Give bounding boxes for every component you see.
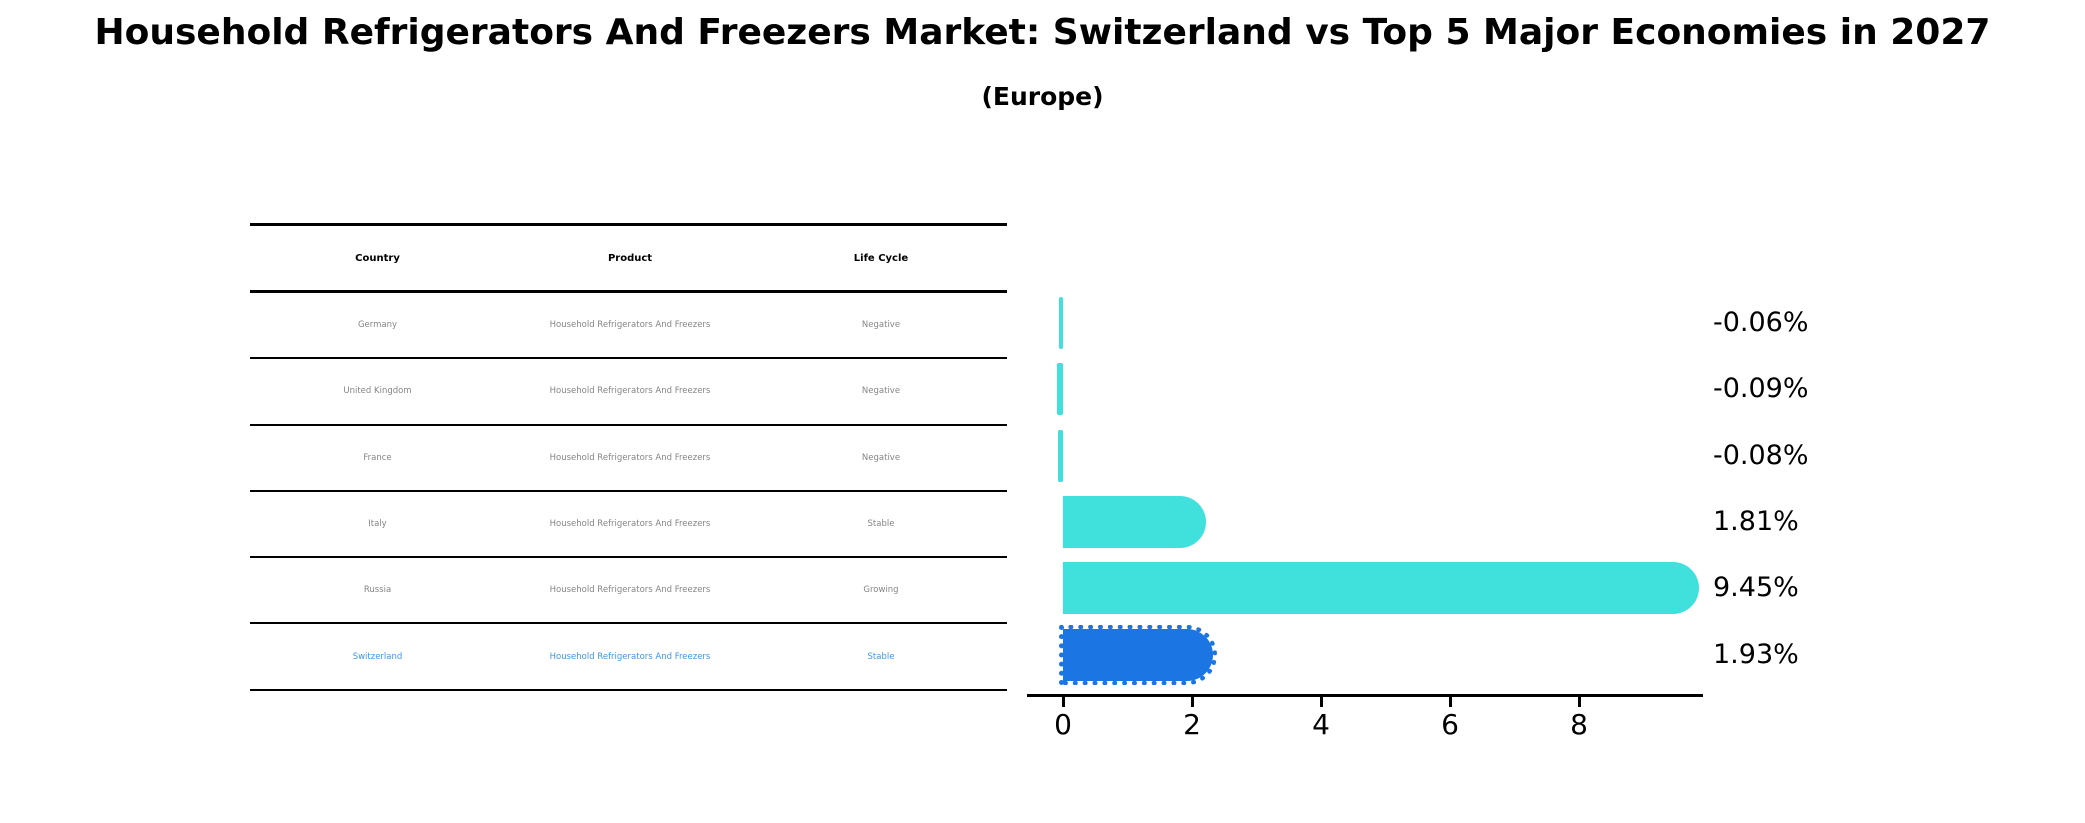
cell-product: Household Refrigerators And Freezers [549,386,711,397]
x-tick-mark [1449,697,1452,707]
cell-country: Germany [357,320,398,331]
cell-product: Household Refrigerators And Freezers [549,452,711,463]
bar-germany [1059,297,1063,349]
x-tick-label: 4 [1312,708,1330,741]
cell-country: United Kingdom [343,386,412,397]
x-tick-label: 0 [1054,708,1072,741]
bar-united-kingdom [1057,363,1063,416]
cell-life-cycle: Negative [861,452,901,463]
x-tick-mark [1578,697,1581,707]
cell-country: France [363,452,392,463]
chart-subtitle: (Europe) [981,82,1104,111]
column-header-product: Product [607,252,653,264]
value-label-russia: 9.45% [1713,572,1799,604]
bar-france [1057,429,1063,482]
cell-product: Household Refrigerators And Freezers [549,585,711,596]
value-label-germany: -0.06% [1713,307,1809,338]
column-header-country: Country [355,252,400,264]
x-tick-mark [1062,697,1065,707]
table-header-row: Country Product Life Cycle [250,226,1007,293]
cell-country: Switzerland [352,651,403,662]
x-tick-label: 8 [1570,708,1588,741]
value-label-france: -0.08% [1713,439,1809,471]
cell-country: Russia [363,585,392,596]
table-row-italy: Italy Household Refrigerators And Freeze… [250,492,1007,559]
chart-title: Household Refrigerators And Freezers Mar… [94,12,1991,53]
table-row-switzerland: Switzerland Household Refrigerators And … [250,624,1007,691]
value-label-italy: 1.81% [1713,506,1799,538]
x-tick-label: 6 [1441,708,1459,741]
table-row-france: France Household Refrigerators And Freez… [250,426,1007,492]
cell-life-cycle: Growing [863,585,899,596]
cell-country: Italy [368,519,387,530]
bar-switzerland [1058,624,1218,685]
bar-russia [1063,562,1699,615]
bar-italy [1063,496,1206,549]
x-tick-mark [1191,697,1194,707]
value-label-united-kingdom: -0.09% [1713,373,1809,405]
cell-life-cycle: Stable [867,519,895,530]
x-tick-label: 2 [1183,708,1201,741]
table-row-united-kingdom: United Kingdom Household Refrigerators A… [250,359,1007,426]
country-table: Country Product Life Cycle Germany House… [250,223,1007,691]
cell-product: Household Refrigerators And Freezers [549,519,711,530]
table-row-germany: Germany Household Refrigerators And Free… [250,293,1007,360]
cell-life-cycle: Stable [867,651,895,662]
cell-life-cycle: Negative [861,386,901,397]
cell-product: Household Refrigerators And Freezers [549,320,711,331]
cell-product: Household Refrigerators And Freezers [549,651,711,662]
x-axis-line [1027,694,1703,697]
value-label-switzerland: 1.93% [1713,638,1799,670]
table-row-russia: Russia Household Refrigerators And Freez… [250,558,1007,625]
column-header-life-cycle: Life Cycle [853,252,909,264]
cell-life-cycle: Negative [861,320,901,331]
x-tick-mark [1320,697,1323,707]
